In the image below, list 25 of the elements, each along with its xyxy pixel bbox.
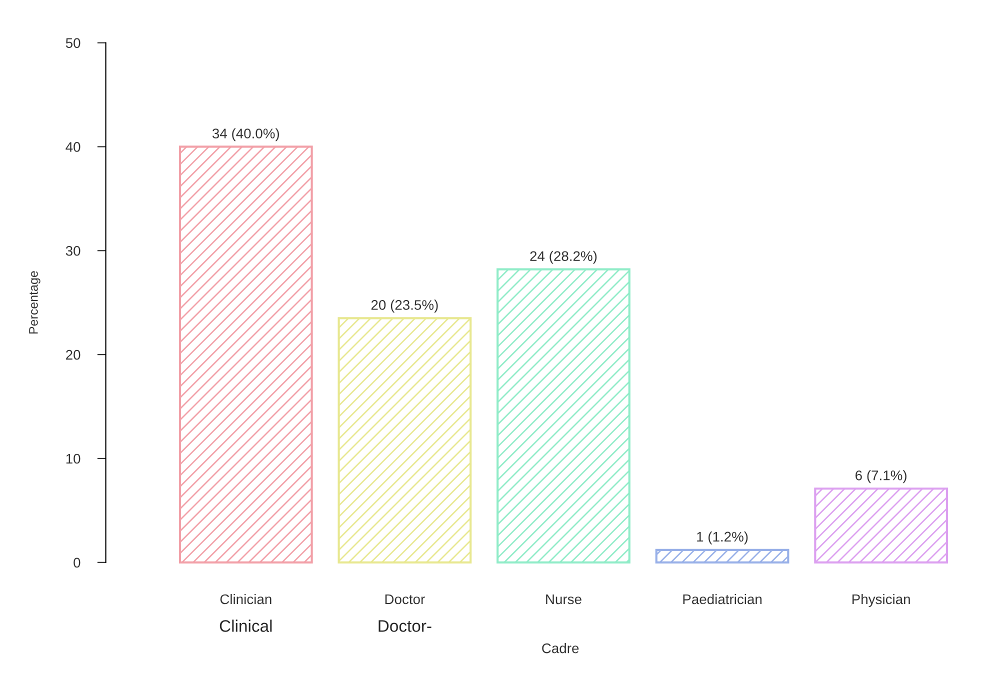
x-tick-label: Paediatrician [683,594,762,604]
bar [496,268,630,564]
bar [655,548,790,564]
text: Clinical [220,620,272,632]
data-label: 24 (28.2%) [530,250,597,264]
x-tick-label: Doctor [385,594,425,604]
x-axis-title: Cadre [542,643,579,654]
y-tick-label: 40 [66,142,80,152]
bar [338,317,472,564]
data-label: 6 (7.1%) [856,470,906,484]
y-tick-label: 20 [66,350,80,360]
y-tick-label: 50 [66,38,80,48]
x-tick-label: Physician [852,594,910,607]
data-label: 1 (1.2%) [697,531,748,544]
bar [178,146,313,564]
y-axis-title: Percentage [29,271,40,334]
y-tick-label: 10 [66,454,80,464]
x-tick-label: Nurse [546,594,582,604]
text: Doctor- [378,620,432,632]
bar [814,488,948,564]
data-label: 20 (23.5%) [371,300,438,313]
y-tick-label: 30 [66,246,80,256]
y-tick-label: 0 [74,558,80,568]
data-label: 34 (40.0%) [212,128,280,142]
x-tick-label: Clinician [220,594,272,604]
